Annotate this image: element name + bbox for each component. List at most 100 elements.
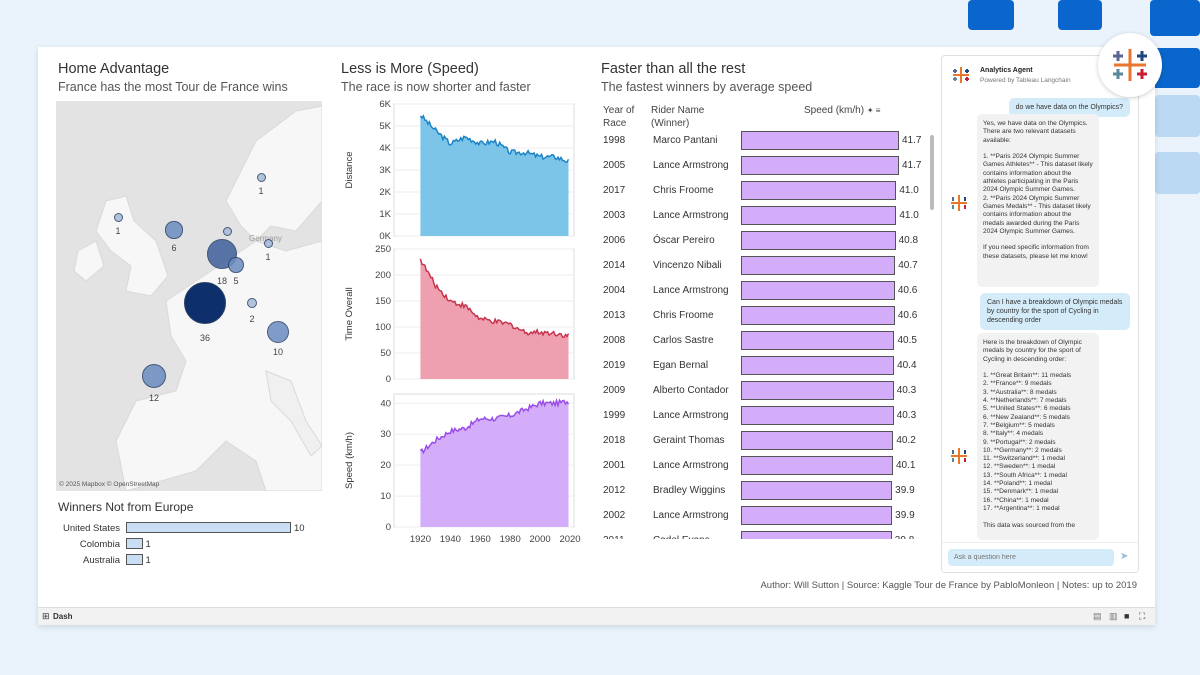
nonEU-label: United States: [62, 523, 120, 534]
speed-bar[interactable]: [741, 231, 896, 250]
map-land-britain: [95, 195, 169, 297]
table-row[interactable]: 2001 Lance Armstrong 40.1: [603, 454, 933, 479]
tab-dash[interactable]: Dash: [53, 612, 73, 621]
speed-bar[interactable]: [741, 256, 896, 275]
win-bubble[interactable]: [207, 239, 237, 269]
agent-message: Here is the breakdown of Olympic medals …: [977, 333, 1099, 540]
win-bubble-label: 12: [148, 393, 159, 403]
speed-bar[interactable]: [741, 181, 897, 200]
row-rider: Cadel Evans: [653, 535, 710, 539]
row-year: 2005: [603, 160, 626, 171]
agent-subtitle: Powered by Tableau Langchain: [980, 77, 1071, 84]
y-tick-label: 100: [375, 322, 391, 333]
speed-bar[interactable]: [741, 356, 895, 375]
speed-value: 39.8: [895, 535, 914, 539]
table-row[interactable]: 1999 Lance Armstrong 40.3: [603, 404, 933, 429]
send-icon[interactable]: ➤: [1120, 551, 1129, 562]
area-fill[interactable]: [420, 258, 569, 379]
col-header-year[interactable]: Year of Race: [603, 105, 635, 129]
nonEU-label: Colombia: [79, 539, 120, 550]
x-tick-label: 2020: [559, 534, 580, 545]
col-header-speed[interactable]: Speed (km/h) ✦ ≡: [804, 104, 880, 117]
win-bubble[interactable]: [184, 282, 226, 324]
area-fill[interactable]: [420, 400, 569, 527]
win-bubble-label: 10: [272, 347, 283, 357]
y-axis-title: Speed (km/h): [344, 432, 355, 489]
map-attribution[interactable]: © 2025 Mapbox © OpenStreetMap: [59, 481, 160, 488]
speed-bar[interactable]: [741, 156, 899, 175]
nonEU-bar[interactable]: [126, 522, 291, 533]
speed-bar[interactable]: [741, 531, 892, 539]
speed-bar[interactable]: [741, 306, 895, 325]
win-bubble[interactable]: [165, 221, 183, 239]
row-year: 1999: [603, 410, 626, 421]
table-row[interactable]: 2006 Óscar Pereiro 40.8: [603, 229, 933, 254]
table-row[interactable]: 2004 Lance Armstrong 40.6: [603, 279, 933, 304]
y-tick-label: 0: [386, 522, 391, 533]
tableau-badge: [1098, 33, 1162, 97]
speed-value: 39.9: [895, 485, 915, 496]
win-bubble[interactable]: [222, 226, 232, 236]
win-bubble[interactable]: [113, 212, 123, 222]
fullscreen-icon[interactable]: ⛶: [1139, 611, 1146, 621]
agent-question-input[interactable]: [948, 549, 1114, 566]
nonEU-bar[interactable]: [126, 554, 143, 565]
row-year: 2019: [603, 360, 626, 371]
agent-input-bar: ➤: [942, 542, 1138, 572]
table-row[interactable]: 2017 Chris Froome 41.0: [603, 179, 933, 204]
table-row[interactable]: 2005 Lance Armstrong 41.7: [603, 154, 933, 179]
y-tick-label: 0: [386, 374, 391, 385]
speed-bar[interactable]: [741, 331, 895, 350]
table-row[interactable]: 2003 Lance Armstrong 41.0: [603, 204, 933, 229]
speed-bar[interactable]: [741, 381, 894, 400]
table-row[interactable]: 2008 Carlos Sastre 40.5: [603, 329, 933, 354]
speed-bar[interactable]: [741, 206, 897, 225]
table-row[interactable]: 1998 Marco Pantani 41.7: [603, 129, 933, 154]
area-line: [419, 114, 570, 163]
table-row[interactable]: 2009 Alberto Contador 40.3: [603, 379, 933, 404]
table-row[interactable]: 2012 Bradley Wiggins 39.9: [603, 479, 933, 504]
x-tick-label: 1920: [410, 534, 431, 545]
win-bubble[interactable]: [141, 363, 167, 389]
win-bubble[interactable]: [228, 257, 244, 273]
nonEU-bar[interactable]: [126, 538, 143, 549]
table-row[interactable]: 2014 Vincenzo Nibali 40.7: [603, 254, 933, 279]
col-header-rider[interactable]: Rider Name (Winner): [651, 105, 705, 129]
decor-square: [1155, 95, 1200, 137]
win-bubble[interactable]: [266, 320, 290, 344]
speed-value: 40.6: [897, 310, 918, 321]
table-row[interactable]: 2013 Chris Froome 40.6: [603, 304, 933, 329]
sort-icon[interactable]: ✦ ≡: [866, 106, 881, 115]
x-tick-label: 1960: [470, 534, 491, 545]
y-axis-title: Time Overall: [344, 287, 355, 341]
agent-header: Analytics Agent Powered by Tableau Langc…: [942, 56, 1138, 94]
table-row[interactable]: 2011 Cadel Evans 39.8: [603, 529, 933, 539]
stop-icon[interactable]: ■: [1124, 611, 1130, 621]
area-charts[interactable]: 0K1K2K3K4K5K6KDistance050100150200250Tim…: [338, 97, 588, 567]
win-bubble[interactable]: [247, 298, 257, 308]
y-tick-label: 20: [380, 460, 391, 471]
win-bubble[interactable]: [256, 172, 266, 182]
table-row[interactable]: 2018 Geraint Thomas 40.2: [603, 429, 933, 454]
win-bubble[interactable]: [263, 238, 273, 248]
row-rider: Geraint Thomas: [653, 435, 725, 446]
sheet-icon[interactable]: ▥: [1109, 611, 1118, 621]
table-row[interactable]: 2002 Lance Armstrong 39.9: [603, 504, 933, 529]
row-year: 2018: [603, 435, 626, 446]
speed-bar[interactable]: [741, 431, 894, 450]
table-row[interactable]: 2019 Egan Bernal 40.4: [603, 354, 933, 379]
speed-bar[interactable]: [741, 131, 899, 150]
speed-bar[interactable]: [741, 506, 893, 525]
row-year: 2009: [603, 385, 626, 396]
area-fill[interactable]: [420, 115, 569, 236]
row-rider: Chris Froome: [653, 185, 714, 196]
non-europe-chart: United States 10 Colombia 1 Australia 1: [58, 521, 328, 571]
speed-bar[interactable]: [741, 456, 893, 475]
layout-icon[interactable]: ▤: [1093, 611, 1102, 621]
fastest-table: 1998 Marco Pantani 41.7 2005 Lance Armstr…: [603, 129, 938, 539]
speed-bar[interactable]: [741, 281, 895, 300]
table-scrollbar[interactable]: [930, 135, 934, 210]
speed-bar[interactable]: [741, 481, 893, 500]
speed-bar[interactable]: [741, 406, 894, 425]
